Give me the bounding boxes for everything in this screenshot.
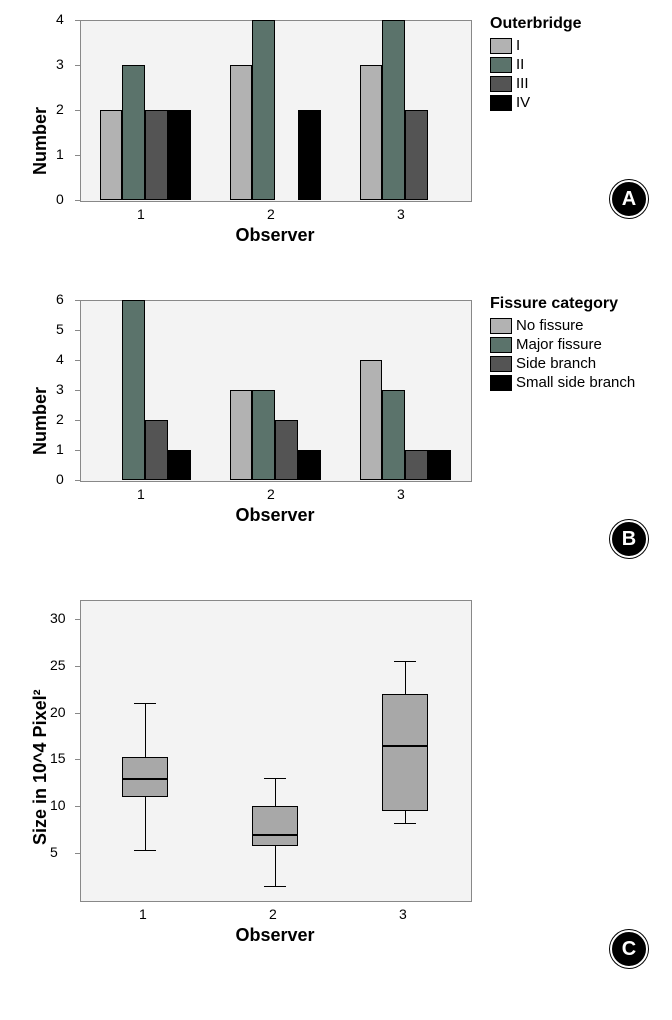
bar [360,360,383,480]
xtick-label: 2 [267,206,275,222]
ytick-label: 3 [56,56,74,72]
legend-swatch [490,38,512,54]
legend-label: Major fissure [516,336,602,353]
ytick-label: 3 [56,381,74,397]
bar [145,110,168,200]
xtick-label: 3 [397,206,405,222]
xlabel-a: Observer [80,225,470,246]
ytick-label: 2 [56,411,74,427]
legend-title-a: Outerbridge [490,15,582,33]
xtick-label: 2 [267,486,275,502]
legend-item: II [490,56,582,73]
legend-swatch [490,375,512,391]
legend-label: II [516,56,524,73]
bar [382,390,405,480]
box [252,806,298,845]
bar [145,420,168,480]
bar [382,20,405,200]
legend-label: I [516,37,520,54]
ytick-label: 30 [50,610,66,626]
ytick-label: 1 [56,146,74,162]
bar [122,65,145,200]
legend-swatch [490,356,512,372]
bar [230,390,253,480]
legend-swatch [490,337,512,353]
ytick-label: 1 [56,441,74,457]
legend-item: IV [490,94,582,111]
ytick-label: 25 [50,657,66,673]
bar [298,110,321,200]
legend-title-b: Fissure category [490,295,635,313]
legend-label: Side branch [516,355,596,372]
legend-item: Major fissure [490,336,635,353]
ytick-label: 10 [50,797,66,813]
legend-item: Side branch [490,355,635,372]
xtick-label: 1 [139,906,147,922]
bar [252,390,275,480]
legend-b: Fissure category No fissure Major fissure… [490,295,635,393]
xtick-label: 1 [137,206,145,222]
bar [360,65,383,200]
xtick-label: 3 [397,486,405,502]
legend-label: Small side branch [516,374,635,391]
panel-b: 0 1 2 3 4 5 6 1 2 3 Number Observer Fissure cate… [10,290,662,570]
bar [428,450,451,480]
legend-label: III [516,75,529,92]
legend-item: Small side branch [490,374,635,391]
bar [122,300,145,480]
xlabel-c: Observer [80,925,470,946]
legend-swatch [490,95,512,111]
ylabel-c: Size in 10^4 Pixel² [30,689,51,845]
ytick-label: 15 [50,750,66,766]
bar [100,110,123,200]
badge-b: B [610,520,648,558]
legend-swatch [490,57,512,73]
ytick-label: 5 [56,321,74,337]
bar [230,65,253,200]
ytick-label: 0 [56,471,74,487]
bar [168,110,191,200]
xlabel-b: Observer [80,505,470,526]
xtick-label: 1 [137,486,145,502]
box [382,694,428,811]
ytick-label: 4 [56,351,74,367]
ylabel-a: Number [30,107,51,175]
panel-c: 5 10 15 20 25 30 1 2 3 Size in 10^4 Pixel² Obse… [10,590,662,990]
bar [275,420,298,480]
badge-c: C [610,930,648,968]
bar [405,450,428,480]
ylabel-b: Number [30,387,51,455]
xtick-label: 2 [269,906,277,922]
ytick-label: 5 [50,844,58,860]
box [122,757,168,797]
ytick-label: 2 [56,101,74,117]
legend-item: I [490,37,582,54]
legend-a: Outerbridge IIIIIIIV [490,15,582,113]
legend-item: No fissure [490,317,635,334]
bar [405,110,428,200]
legend-swatch [490,76,512,92]
badge-a: A [610,180,648,218]
legend-label: IV [516,94,530,111]
panel-a: 01234 123 Number Observer Outerbridge II… [10,10,662,270]
ytick-label: 20 [50,704,66,720]
legend-swatch [490,318,512,334]
legend-item: III [490,75,582,92]
bar [168,450,191,480]
bar [252,20,275,200]
legend-label: No fissure [516,317,584,334]
bar [298,450,321,480]
xtick-label: 3 [399,906,407,922]
ytick-label: 0 [56,191,74,207]
ytick-label: 6 [56,291,74,307]
ytick-label: 4 [56,11,74,27]
